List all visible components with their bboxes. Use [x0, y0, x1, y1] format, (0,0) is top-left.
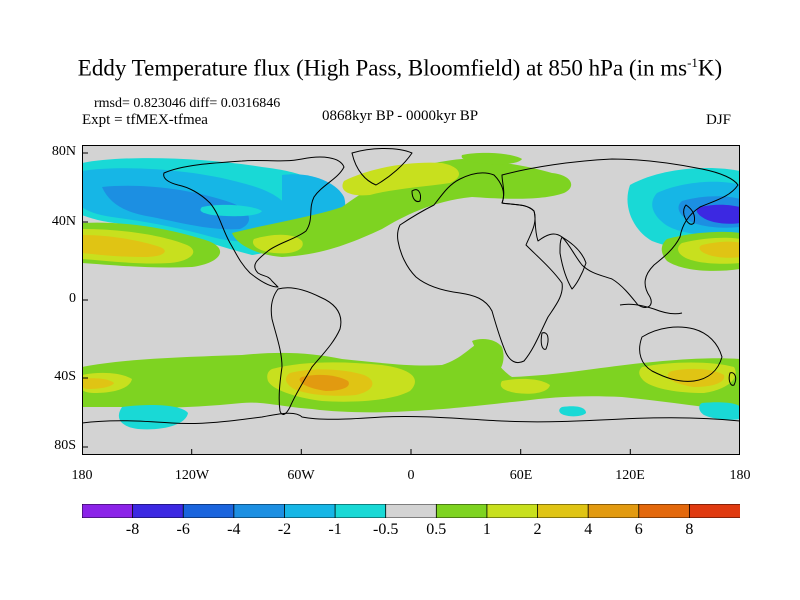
lat-label-0: 0 [69, 291, 76, 306]
colorbar-tick-label: -8 [125, 521, 140, 538]
colorbar-swatch [537, 504, 590, 518]
colorbar-tick-label: 4 [584, 521, 593, 538]
greenland-coast [351, 148, 413, 186]
contour-so-cyan3 [559, 406, 586, 417]
colorbar-tick-label: 1 [482, 521, 491, 538]
japan-coast [683, 204, 695, 225]
contour-pac-equator-cyan [200, 204, 262, 217]
colorbar-tick-label: -0.5 [373, 521, 399, 538]
south-america-coast [270, 287, 342, 415]
colorbar-swatch [486, 504, 539, 518]
lat-label-40s: 40S [54, 369, 76, 384]
colorbar-tick-label: -1 [328, 521, 342, 538]
contour-npac-blue2 [102, 185, 250, 230]
lon-label-60w: 60W [287, 468, 315, 483]
contour-npac-orange [82, 235, 165, 257]
colorbar-tick-label: -4 [227, 521, 241, 538]
asia-coast [501, 158, 739, 308]
colorbar-swatch [385, 504, 438, 518]
stats-text: rmsd= 0.823046 diff= 0.0316846 [94, 96, 281, 111]
colorbar-tick-label: 2 [533, 521, 542, 538]
colorbar-tick-label: 0.5 [426, 521, 447, 538]
contour-arctic-green [461, 152, 522, 165]
lon-label-180w: 180 [71, 468, 93, 483]
north-america-coast [163, 156, 345, 288]
lat-label-40n: 40N [51, 214, 76, 229]
colorbar-swatch [132, 504, 185, 518]
experiment-label: Expt = tfMEX-tfmea [82, 112, 208, 128]
contour-shem-orange-aus [667, 368, 725, 387]
colorbar-swatch [435, 504, 488, 518]
colorbar-swatch [688, 504, 740, 518]
contour-shem-dark-orange-sa [299, 374, 349, 391]
colorbar-swatch [182, 504, 235, 518]
madagascar-coast [540, 332, 549, 350]
coastlines [82, 148, 740, 425]
contour-indian-strip [472, 339, 504, 375]
contour-natl-green [232, 159, 572, 257]
period-label: 0868kyr BP - 0000kyr BP [322, 108, 479, 124]
colorbar-swatch [284, 504, 336, 518]
lon-label-180e: 180 [729, 468, 751, 483]
chart-title: Eddy Temperature flux (High Pass, Bloomf… [77, 55, 723, 81]
season-label: DJF [706, 112, 732, 128]
contour-shem-pac-orange [82, 378, 114, 389]
colorbar-swatch [638, 504, 691, 518]
contour-shem-yellow-ind [500, 378, 550, 394]
lon-label-120w: 120W [174, 468, 210, 483]
colorbar-tick-label: 6 [634, 521, 643, 538]
colorbar-swatch [587, 504, 640, 518]
map-panel [82, 145, 740, 455]
contour-japan-core [696, 204, 740, 224]
antarctica-coast [82, 412, 740, 425]
lat-label-80n: 80N [51, 144, 76, 159]
lon-label-0: 0 [407, 468, 415, 483]
colorbar-tick-label: -6 [176, 521, 190, 538]
lon-label-60e: 60E [509, 468, 533, 483]
europe-africa-coast [397, 172, 563, 364]
india-coast [559, 236, 587, 290]
colorbar-tick-label: -2 [277, 521, 292, 538]
australia-coast [639, 326, 723, 382]
contour-so-cyan2 [699, 402, 740, 420]
colorbar-swatch [82, 504, 134, 518]
indonesia-coast [619, 303, 683, 315]
lon-label-120e: 120E [615, 468, 645, 483]
axis-ticks [82, 152, 740, 455]
lat-label-80s: 80S [54, 438, 76, 453]
contour-west-pac-orange [699, 241, 740, 258]
flux-contours [82, 152, 740, 430]
colorbar-swatch [334, 504, 387, 518]
colorbar-swatch [233, 504, 286, 518]
colorbar-tick-label: 8 [685, 521, 694, 538]
contour-natl-yellow [342, 162, 460, 196]
uk-coast [411, 189, 421, 202]
nz-coast [728, 372, 737, 386]
colorbar [82, 504, 740, 518]
